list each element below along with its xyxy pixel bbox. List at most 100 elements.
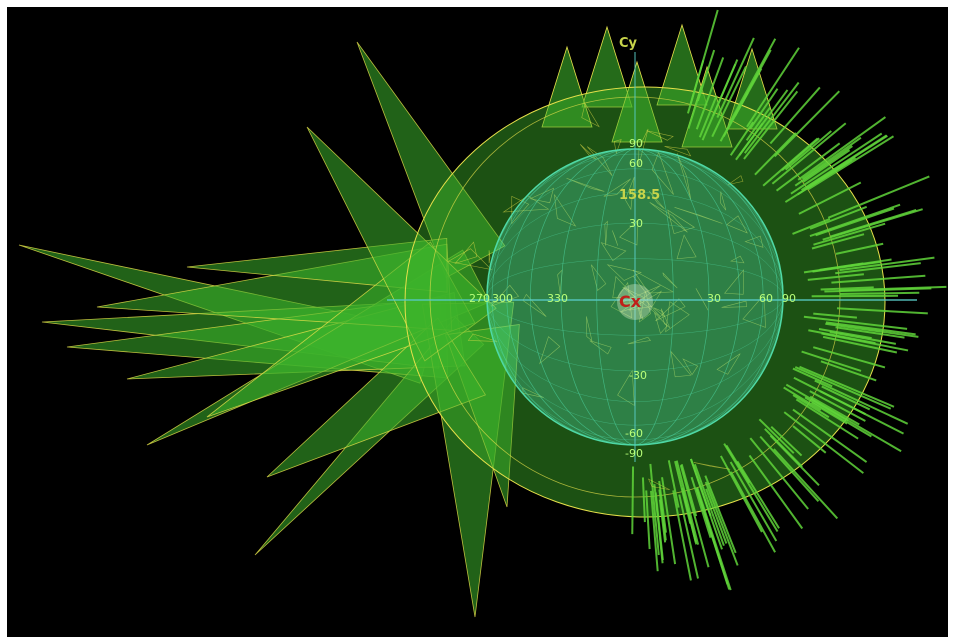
radial-spike	[803, 315, 908, 330]
radial-spike	[771, 122, 847, 185]
radial-spike	[748, 454, 804, 530]
mesh-triangle	[720, 191, 727, 211]
radial-spike	[770, 425, 803, 457]
crown-spike	[656, 23, 708, 106]
lat-label-neg90: -90	[625, 447, 643, 460]
radial-spike	[723, 443, 779, 533]
radial-spike	[797, 116, 887, 181]
radial-spike	[631, 466, 635, 535]
radial-spike	[792, 367, 833, 388]
radial-spike	[667, 460, 680, 508]
radial-spike	[835, 326, 905, 339]
mesh-triangle	[566, 177, 605, 192]
lat-label-30: 30	[629, 217, 643, 230]
mesh-triangle	[580, 144, 597, 160]
radial-spike	[798, 181, 862, 215]
radial-spike	[809, 390, 866, 422]
crown-spike	[581, 25, 633, 108]
radial-spike	[754, 132, 797, 176]
mesh-triangle	[627, 336, 652, 345]
radial-spike	[695, 487, 731, 590]
mesh-triangle	[539, 336, 561, 365]
radial-spike	[704, 475, 737, 554]
mesh-triangle	[604, 220, 608, 246]
radial-spike	[698, 95, 718, 138]
radial-spike	[809, 205, 868, 230]
mesh-triangle	[670, 350, 692, 378]
mesh-triangle	[662, 272, 678, 289]
mesh-triangle	[636, 301, 644, 320]
radial-spike	[835, 242, 884, 255]
radial-spike	[792, 425, 827, 454]
mesh-triangle	[612, 275, 636, 299]
radial-spike	[801, 350, 862, 372]
radial-spike	[729, 461, 778, 542]
radial-spike	[762, 137, 819, 187]
axis-x-label: Cx	[619, 292, 642, 311]
radial-spike	[746, 47, 800, 128]
radial-spike	[641, 477, 646, 523]
radial-spike	[678, 494, 700, 579]
mesh-triangle	[488, 250, 491, 264]
radial-spike	[799, 365, 895, 408]
radial-spike	[802, 149, 851, 183]
radial-spike	[650, 490, 659, 572]
radial-spike	[769, 434, 820, 487]
radial-spike	[682, 491, 697, 543]
radial-spike	[807, 273, 864, 281]
mesh-triangle	[490, 284, 520, 307]
lon-label-60: 60	[759, 292, 773, 305]
radial-spike	[835, 262, 921, 275]
mesh-triangle	[693, 462, 731, 470]
axis-y-label: Cy	[619, 36, 638, 51]
radial-spike	[769, 86, 821, 145]
radial-spike	[705, 488, 728, 544]
radial-spike	[815, 207, 895, 237]
radial-spike	[819, 390, 904, 435]
radial-spike	[809, 395, 860, 426]
radial-spike	[839, 291, 920, 295]
radial-spike	[696, 49, 716, 102]
radial-spike	[745, 106, 772, 141]
center-glow	[617, 284, 653, 320]
radial-spike	[749, 437, 809, 510]
radial-spike	[824, 287, 932, 293]
radial-spike	[743, 81, 800, 154]
3d-viewport[interactable]: Cy Cx 158.5 270 300 330 30 60 90 90 60 3…	[7, 7, 948, 637]
mesh-triangle	[638, 290, 651, 323]
lon-label-330: 330	[547, 292, 568, 305]
radial-spike	[645, 490, 651, 550]
radial-spike	[804, 396, 872, 438]
radial-spike	[730, 471, 776, 553]
mesh-triangle	[730, 255, 745, 264]
radial-spike	[689, 9, 719, 106]
radial-spike	[810, 398, 902, 453]
radial-spike	[680, 463, 698, 517]
radial-spike	[839, 256, 935, 272]
radial-spike	[704, 481, 739, 566]
radial-spike	[792, 217, 831, 235]
mesh-triangle	[586, 316, 593, 342]
radial-spike	[661, 477, 677, 565]
radial-spike	[795, 398, 859, 440]
mesh-triangle	[667, 209, 696, 235]
radial-spike	[743, 90, 799, 160]
mesh-triangle	[653, 307, 665, 318]
radial-spike	[693, 463, 725, 547]
radial-spike	[813, 312, 858, 319]
radial-spike	[749, 88, 779, 130]
radial-spike	[711, 65, 747, 138]
radial-spike	[716, 37, 755, 118]
mesh-triangle	[646, 130, 674, 141]
mesh-triangle	[632, 275, 647, 294]
radial-spike	[807, 135, 895, 191]
petal-shape	[266, 317, 487, 478]
mesh-triangle	[586, 146, 613, 177]
radial-spike	[695, 57, 725, 130]
radial-spike	[790, 132, 883, 195]
radial-spike	[811, 233, 865, 250]
radial-spike	[801, 136, 862, 180]
radial-spike	[836, 307, 928, 315]
radial-spike	[792, 394, 830, 419]
petal-shape	[356, 41, 506, 279]
